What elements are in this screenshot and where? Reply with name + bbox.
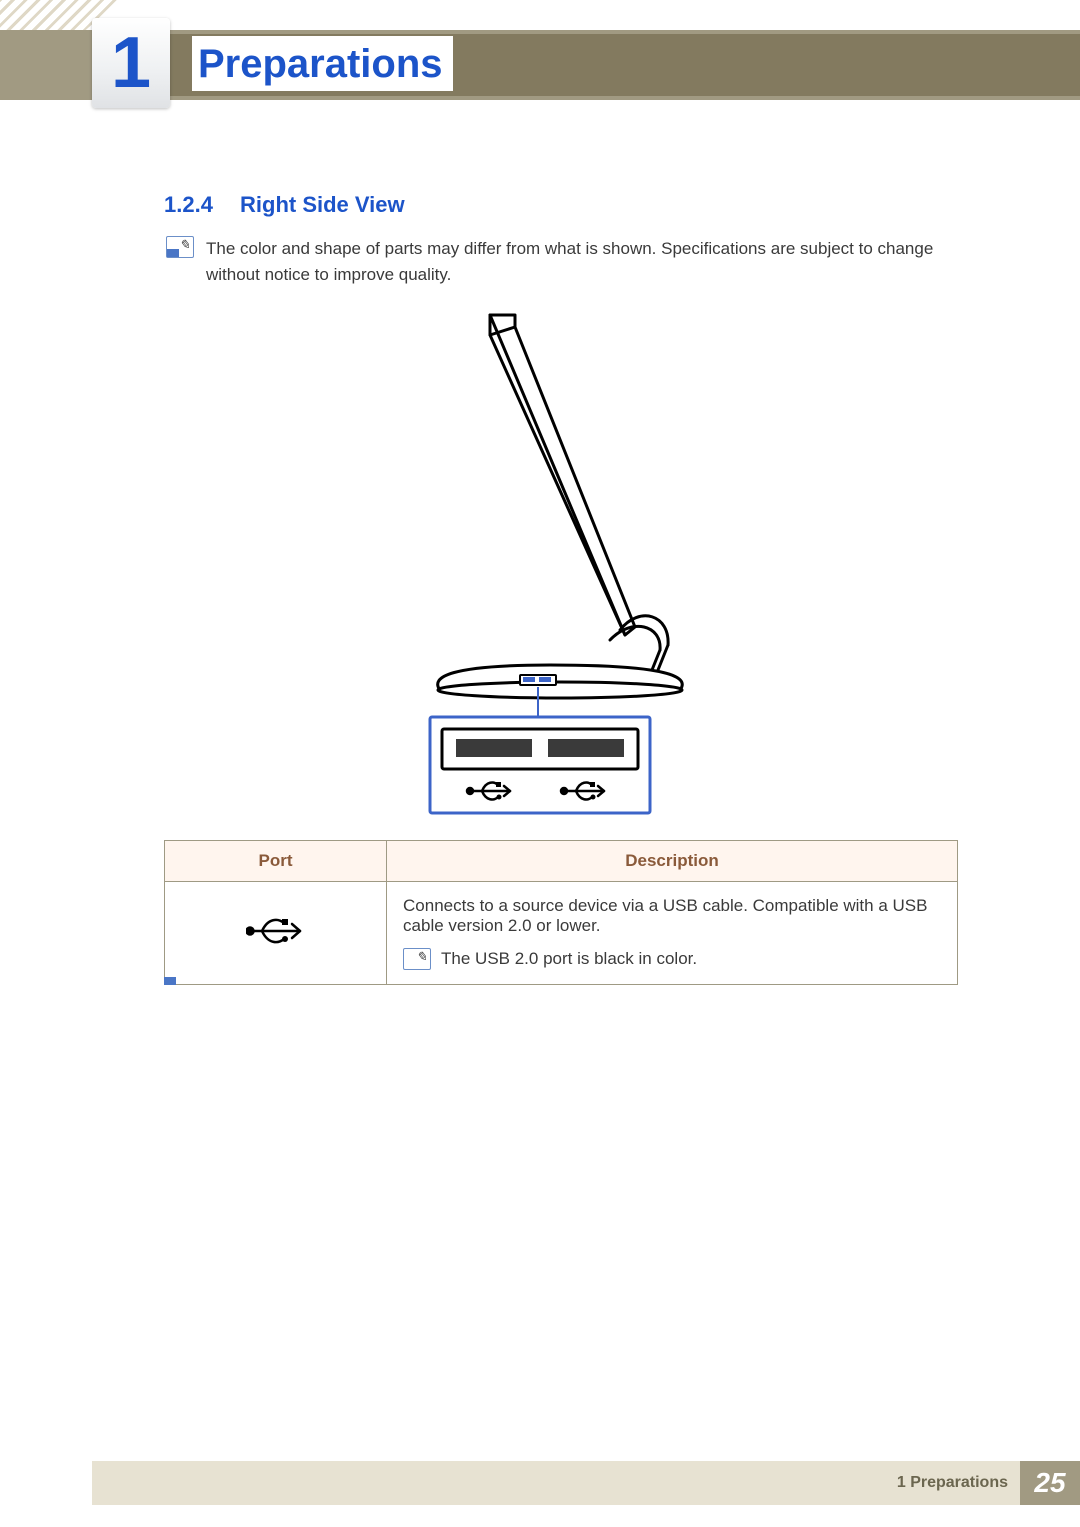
note-icon: ✎ <box>403 948 431 970</box>
chapter-number: 1 <box>111 22 151 104</box>
note-text: The color and shape of parts may differ … <box>206 236 958 287</box>
page-number-box: 25 <box>1020 1461 1080 1505</box>
figure-right-side-view <box>0 300 1080 830</box>
chapter-title: Preparations <box>192 36 453 91</box>
monitor-diagram-svg <box>370 305 710 825</box>
port-description-text: Connects to a source device via a USB ca… <box>403 896 941 936</box>
port-subnote-text: The USB 2.0 port is black in color. <box>441 949 697 969</box>
table-header-port: Port <box>165 841 387 882</box>
footer-chapter-label: 1 Preparations <box>897 1474 1008 1492</box>
ports-table: Port Description <box>164 840 958 985</box>
footer-bar: 1 Preparations 25 <box>92 1461 1080 1505</box>
port-icon-cell <box>165 882 387 985</box>
note-icon: ✎ <box>166 236 194 258</box>
usb-icon <box>246 916 306 946</box>
chapter-number-box: 1 <box>92 18 170 108</box>
port-description-cell: Connects to a source device via a USB ca… <box>387 882 958 985</box>
table-header-description: Description <box>387 841 958 882</box>
section-number: 1.2.4 <box>164 192 213 218</box>
section-title: Right Side View <box>240 192 405 218</box>
page-number: 25 <box>1034 1467 1065 1499</box>
table-row: Connects to a source device via a USB ca… <box>165 882 958 985</box>
